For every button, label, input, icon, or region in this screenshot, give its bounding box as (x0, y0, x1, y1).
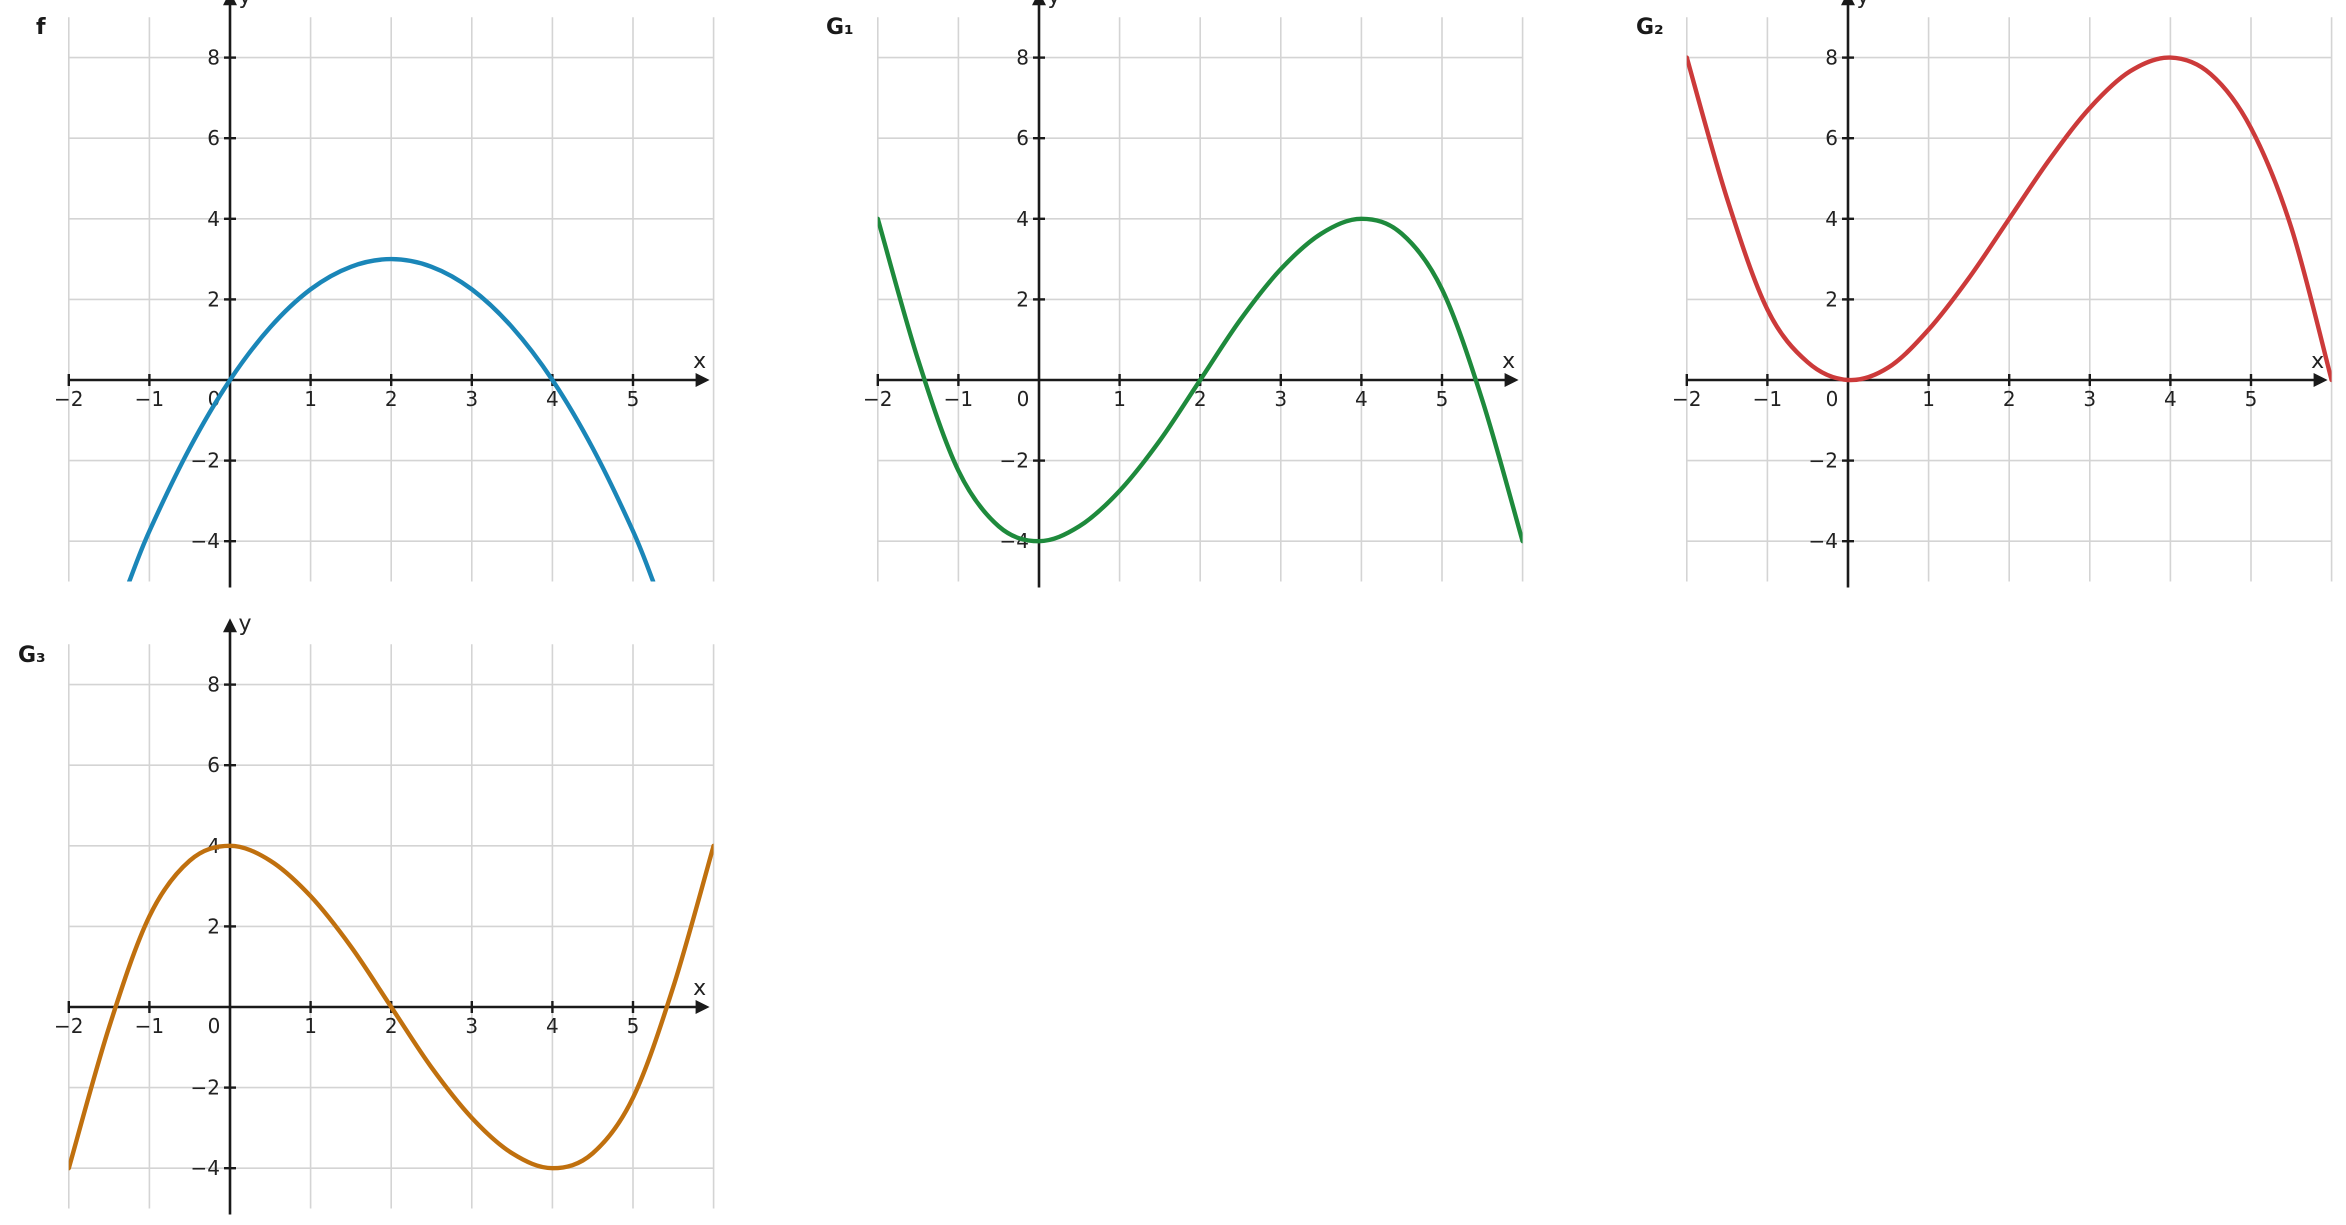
y-axis-label: y (1047, 0, 1060, 9)
y-tick-label: 8 (1016, 46, 1029, 70)
x-tick-label: −1 (135, 387, 164, 411)
x-tick-label: 5 (627, 1014, 640, 1038)
x-tick-label: −1 (135, 1014, 164, 1038)
y-tick-label: −4 (1809, 529, 1838, 553)
x-tick-label: 2 (385, 387, 398, 411)
y-axis-label: y (238, 0, 251, 9)
y-tick-label: 4 (207, 207, 220, 231)
x-axis-arrow (1504, 373, 1519, 387)
x-tick-label: −2 (54, 1014, 83, 1038)
y-tick-label: −2 (1809, 449, 1838, 473)
x-tick-label: 1 (304, 387, 317, 411)
y-tick-label: 2 (207, 914, 220, 938)
y-axis-arrow (1841, 0, 1855, 6)
y-tick-label: 6 (1825, 126, 1838, 150)
y-tick-label: 2 (207, 287, 220, 311)
x-tick-label: 1 (1922, 387, 1935, 411)
y-tick-label: 8 (1825, 46, 1838, 70)
series-line-1 (127, 256, 656, 582)
x-tick-label: 1 (304, 1014, 317, 1038)
x-tick-label: 3 (2083, 387, 2096, 411)
x-tick-label: 5 (2245, 387, 2258, 411)
y-tick-label: 6 (1016, 126, 1029, 150)
y-tick-label: 6 (207, 126, 220, 150)
y-tick-label: 4 (1016, 207, 1029, 231)
chart-panel-3: −2 −1 0 1 2 3 4 5 −4 −2 2 4 6 8 x y G₂ (1636, 0, 2333, 588)
grid (68, 17, 715, 582)
panel-title: G₁ (826, 15, 854, 40)
x-tick-label: −2 (54, 387, 83, 411)
x-tick-label: −1 (1753, 387, 1782, 411)
y-tick-label: −4 (191, 529, 220, 553)
x-axis-arrow (2313, 373, 2328, 387)
x-tick-label: 0 (1826, 387, 1839, 411)
x-tick-label: 2 (1194, 387, 1207, 411)
x-tick-label: 4 (546, 387, 559, 411)
x-axis-label: x (1502, 349, 1515, 374)
x-tick-label: −2 (1672, 387, 1701, 411)
x-axis-label: x (693, 976, 706, 1001)
x-tick-label: 2 (2003, 387, 2016, 411)
x-tick-label: 4 (546, 1014, 559, 1038)
x-tick-label: 1 (1113, 387, 1126, 411)
x-tick-label: −2 (863, 387, 892, 411)
series-line-1 (1686, 55, 2332, 383)
x-axis-arrow (695, 373, 710, 387)
chart-panel-1: −2 −1 0 1 2 3 4 5 −4 −2 2 4 6 8 x y f (36, 0, 715, 588)
axes: −2 −1 0 1 2 3 4 5 −4 −2 2 4 6 8 x y (54, 0, 710, 588)
y-tick-label: −2 (191, 1076, 220, 1100)
x-tick-label: 0 (1017, 387, 1030, 411)
y-tick-label: 4 (1825, 207, 1838, 231)
x-tick-label: 0 (208, 1014, 221, 1038)
x-tick-label: 4 (2164, 387, 2177, 411)
y-tick-label: 6 (207, 753, 220, 777)
x-tick-label: 3 (465, 1014, 478, 1038)
series-line-1 (68, 843, 714, 1171)
series-line-1 (877, 216, 1523, 544)
y-tick-label: 2 (1825, 287, 1838, 311)
panel-title: G₂ (1636, 15, 1664, 40)
x-tick-label: 5 (1436, 387, 1449, 411)
x-tick-label: 2 (385, 1014, 398, 1038)
x-tick-label: 4 (1355, 387, 1368, 411)
y-tick-label: −2 (191, 449, 220, 473)
y-tick-label: −2 (1000, 449, 1029, 473)
y-tick-label: 2 (1016, 287, 1029, 311)
axes: −2 −1 0 1 2 3 4 5 −4 −2 2 4 6 8 x y (1672, 0, 2328, 588)
x-axis-arrow (695, 1000, 710, 1014)
x-tick-label: −1 (944, 387, 973, 411)
x-tick-label: 5 (627, 387, 640, 411)
panel-title: G₃ (18, 643, 46, 668)
y-axis-label: y (238, 611, 251, 636)
y-tick-label: 8 (207, 673, 220, 697)
y-axis-arrow (223, 0, 237, 6)
y-axis-label: y (1856, 0, 1869, 9)
x-axis-label: x (2311, 349, 2324, 374)
y-axis-arrow (223, 618, 237, 633)
panel-title: f (36, 15, 46, 40)
x-axis-label: x (693, 349, 706, 374)
x-tick-label: 3 (1274, 387, 1287, 411)
y-axis-arrow (1032, 0, 1046, 6)
y-tick-label: −4 (191, 1156, 220, 1180)
y-tick-label: 8 (207, 46, 220, 70)
x-tick-label: 3 (465, 387, 478, 411)
x-tick-label: 0 (208, 387, 221, 411)
